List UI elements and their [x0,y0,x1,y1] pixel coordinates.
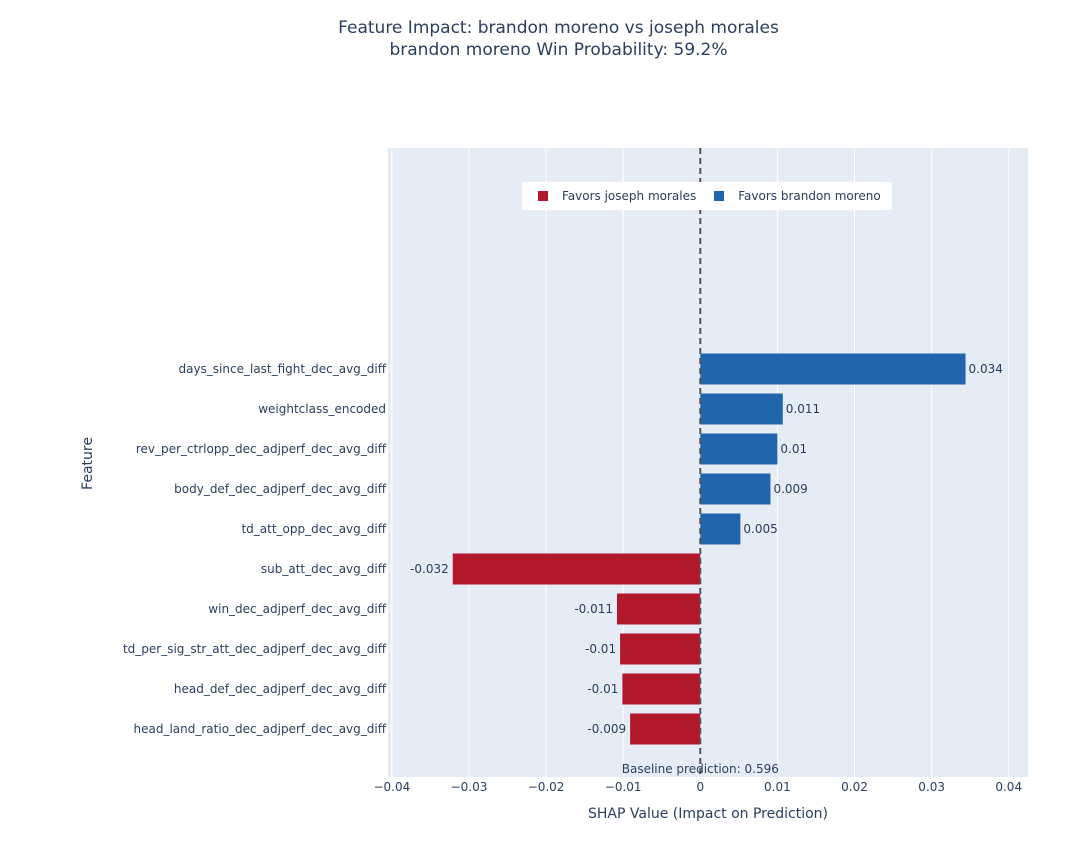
bar [452,553,701,585]
y-axis-title: Feature [80,437,96,490]
y-tick-label: weightclass_encoded [258,402,386,416]
bar [630,713,701,745]
y-tick-label: head_land_ratio_dec_adjperf_dec_avg_diff [134,722,387,736]
x-tick-label: −0.03 [451,780,488,794]
y-tick-label: head_def_dec_adjperf_dec_avg_diff [174,682,387,696]
data-label: 0.011 [786,402,820,416]
data-label: 0.01 [780,442,807,456]
bar [700,473,771,505]
bar [617,593,701,625]
data-label: 0.034 [969,362,1003,376]
y-tick-label: td_per_sig_str_att_dec_adjperf_dec_avg_d… [123,642,387,656]
data-label: -0.01 [587,682,618,696]
bar [622,673,701,705]
x-tick-label: −0.04 [373,780,410,794]
legend-label-joseph: Favors joseph morales [562,189,697,203]
data-label: -0.01 [585,642,616,656]
legend-swatch-joseph [538,191,548,201]
y-tick-label: rev_per_ctrlopp_dec_adjperf_dec_avg_diff [136,442,387,456]
x-tick-label: 0.01 [764,780,791,794]
y-tick-label: sub_att_dec_avg_diff [261,562,387,576]
y-tick-label: td_att_opp_dec_avg_diff [241,522,386,536]
x-tick-label: −0.02 [528,780,565,794]
bar [700,393,783,425]
x-axis-title: SHAP Value (Impact on Prediction) [588,806,828,822]
bar [620,633,701,665]
y-tick-label: days_since_last_fight_dec_avg_diff [178,362,386,376]
data-label: 0.009 [773,482,807,496]
chart-subtitle: brandon moreno Win Probability: 59.2% [389,40,728,60]
bar [700,353,966,385]
data-label: 0.005 [743,522,777,536]
data-label: -0.009 [587,722,626,736]
x-tick-label: 0.02 [841,780,868,794]
legend-swatch-brandon [714,191,725,201]
legend[interactable]: Favors joseph morales Favors brandon mor… [522,182,892,210]
legend-item-joseph[interactable]: Favors joseph morales [538,189,696,203]
x-tick-label: 0.04 [995,780,1022,794]
bar [700,513,741,545]
x-tick-label: 0.03 [918,780,945,794]
x-tick-label: 0 [696,780,704,794]
y-tick-label: body_def_dec_adjperf_dec_avg_diff [174,482,387,496]
legend-label-brandon: Favors brandon moreno [738,189,881,203]
bar [700,433,778,465]
y-tick-label: win_dec_adjperf_dec_avg_diff [208,602,386,616]
data-label: -0.032 [410,562,449,576]
x-tick-label: −0.01 [605,780,642,794]
data-label: -0.011 [574,602,613,616]
chart-title: Feature Impact: brandon moreno vs joseph… [338,18,779,38]
legend-item-brandon[interactable]: Favors brandon moreno [714,189,881,203]
baseline-annotation: Baseline prediction: 0.596 [622,762,779,776]
